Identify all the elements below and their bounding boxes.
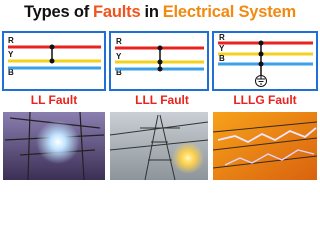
thumbnail: Types of Faults in Electrical System R Y B … bbox=[0, 3, 320, 180]
caption: LL Fault bbox=[31, 93, 77, 107]
phase-label: B bbox=[116, 68, 122, 77]
title-part: Faults bbox=[93, 3, 141, 21]
title-part: in bbox=[144, 3, 159, 21]
photo bbox=[109, 112, 209, 180]
ground-symbol bbox=[257, 76, 265, 85]
caption: LLL Fault bbox=[135, 93, 189, 107]
fault-dot bbox=[157, 66, 163, 72]
title-part: Types of bbox=[24, 3, 90, 21]
title-part: Electrical System bbox=[162, 3, 296, 21]
diagrams: R Y B LL Fault R Y B LLL Fault R Y B bbox=[2, 31, 318, 180]
fault-dot bbox=[157, 59, 163, 65]
phase-label: Y bbox=[116, 52, 122, 61]
fault-dot bbox=[49, 58, 55, 64]
title: Types of Faults in Electrical System bbox=[0, 3, 320, 22]
photo bbox=[3, 111, 105, 180]
phase-label: R bbox=[8, 36, 14, 45]
caption: LLLG Fault bbox=[233, 93, 296, 107]
phase-label: Y bbox=[8, 50, 14, 59]
fault-dot bbox=[49, 44, 55, 50]
fault-dot bbox=[258, 51, 264, 57]
phase-label: Y bbox=[219, 44, 225, 53]
phase-label: R bbox=[219, 33, 225, 42]
phase-label: B bbox=[8, 68, 14, 77]
fault-dot bbox=[157, 45, 163, 51]
phase-label: B bbox=[219, 54, 225, 63]
fault-dot bbox=[258, 61, 264, 67]
photo bbox=[212, 112, 318, 180]
phase-label: R bbox=[116, 37, 122, 46]
fault-dot bbox=[258, 40, 264, 46]
